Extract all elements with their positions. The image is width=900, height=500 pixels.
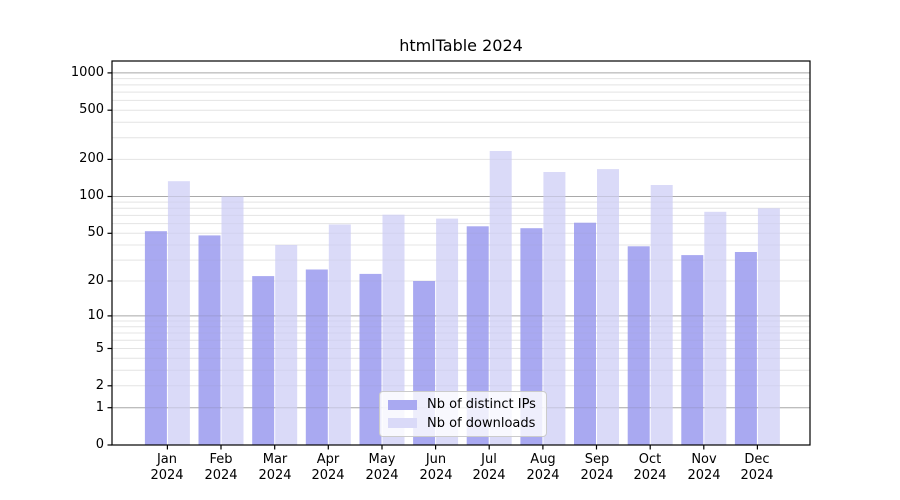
- x-tick-label: May 2024: [365, 452, 399, 483]
- chart-title: htmlTable 2024: [399, 36, 523, 55]
- bar-downloads-Dec: [757, 208, 780, 445]
- legend-entry-downloads: Nb of downloads: [388, 416, 538, 431]
- y-tick-label: 0: [95, 437, 104, 452]
- x-tick-label: Oct 2024: [633, 452, 667, 483]
- y-tick-label: 5: [95, 341, 104, 356]
- y-tick-label: 10: [87, 308, 104, 323]
- bar-downloads-Jul: [489, 151, 512, 445]
- bar-downloads-Jun: [436, 218, 459, 445]
- y-tick-label: 1: [95, 400, 104, 415]
- y-tick-label: 1000: [70, 65, 104, 80]
- bar-distinct-ips-Sep: [574, 222, 596, 445]
- y-tick-label: 2: [95, 378, 104, 393]
- bar-downloads-Apr: [328, 224, 351, 445]
- x-tick-label: Dec 2024: [740, 452, 774, 483]
- bar-distinct-ips-Mar: [252, 276, 275, 445]
- plot-frame: [111, 60, 811, 446]
- y-tick-label: 500: [79, 102, 104, 117]
- bar-downloads-Mar: [275, 245, 298, 445]
- bar-distinct-ips-Apr: [305, 269, 328, 445]
- bar-downloads-Oct: [650, 185, 673, 445]
- bar-downloads-Jan: [167, 181, 190, 445]
- bar-distinct-ips-Nov: [681, 255, 704, 445]
- y-tick-label: 100: [79, 188, 104, 203]
- bar-downloads-Aug: [543, 172, 566, 445]
- bar-distinct-ips-Feb: [198, 235, 221, 445]
- legend-entry-distinct-ips: Nb of distinct IPs: [388, 397, 538, 412]
- x-tick-label: Jun 2024: [419, 452, 453, 483]
- y-tick-label: 200: [79, 151, 104, 166]
- legend-swatch-downloads: [388, 418, 417, 429]
- bar-downloads-Nov: [704, 211, 727, 445]
- bar-distinct-ips-Dec: [734, 252, 757, 445]
- x-tick-label: Nov 2024: [687, 452, 721, 483]
- x-tick-label: Jul 2024: [472, 452, 506, 483]
- y-tick-label: 20: [87, 273, 104, 288]
- bar-distinct-ips-Aug: [520, 228, 543, 445]
- legend-label-downloads: Nb of downloads: [427, 415, 536, 431]
- x-tick-label: Feb 2024: [204, 452, 238, 483]
- bar-distinct-ips-Jan: [144, 231, 167, 445]
- bar-distinct-ips-Jul: [466, 226, 489, 445]
- bar-distinct-ips-Oct: [627, 246, 650, 445]
- y-tick-label: 50: [87, 225, 104, 240]
- legend-swatch-distinct-ips: [388, 399, 417, 410]
- legend: Nb of distinct IPs Nb of downloads: [379, 391, 547, 437]
- bar-downloads-Feb: [221, 196, 244, 445]
- x-tick-label: Apr 2024: [311, 452, 345, 483]
- x-tick-label: Aug 2024: [526, 452, 560, 483]
- bar-downloads-Sep: [597, 169, 619, 445]
- bar-distinct-ips-May: [359, 273, 382, 445]
- x-tick-label: Sep 2024: [580, 452, 614, 483]
- x-tick-label: Mar 2024: [258, 452, 292, 483]
- legend-label-distinct-ips: Nb of distinct IPs: [427, 397, 536, 413]
- x-tick-label: Jan 2024: [150, 452, 184, 483]
- bar-downloads-May: [382, 214, 405, 445]
